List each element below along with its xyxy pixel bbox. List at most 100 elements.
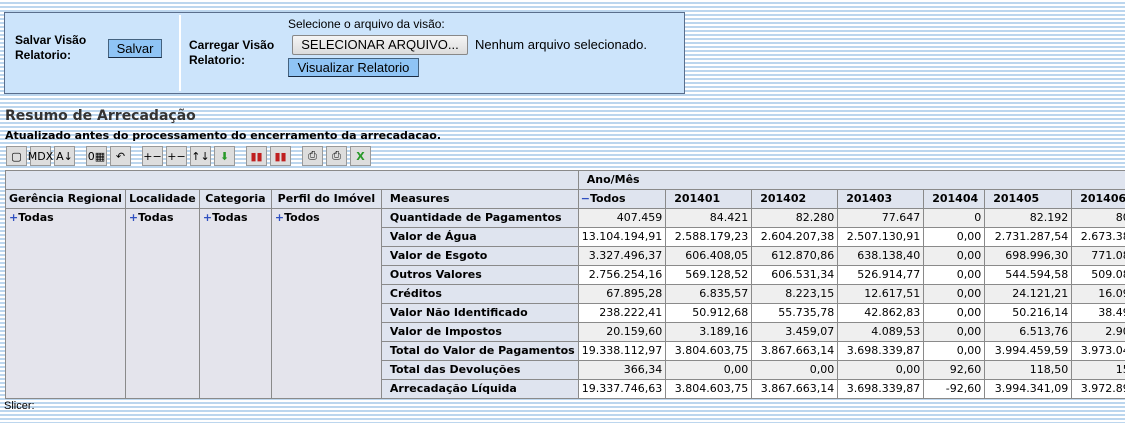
dimension-header[interactable]: Categoria	[198, 189, 272, 209]
dimension-member[interactable]: +Todos	[270, 208, 382, 399]
value-cell: 77.647	[837, 208, 925, 228]
value-cell: 544.594,58	[984, 265, 1073, 285]
value-cell: -92,60	[923, 379, 986, 399]
measures-header: Measures	[380, 189, 579, 209]
chart-icon[interactable]: ▮▮	[246, 146, 267, 166]
file-status: Nenhum arquivo selecionado.	[475, 37, 647, 52]
view-panel: Salvar Visão Relatorio: Salvar Carregar …	[4, 12, 685, 94]
value-cell: 606.408,05	[665, 246, 753, 266]
value-cell: 0,00	[923, 265, 986, 285]
value-cell: 3.867.663,14	[751, 379, 839, 399]
value-cell: 42.862,83	[837, 303, 925, 323]
value-cell: 771.082,76	[1071, 246, 1125, 266]
table-row: Valor de Água 13.104.194,91 2.588.179,23 2.…	[6, 227, 1125, 247]
value-cell: 2.673.389,85	[1071, 227, 1125, 247]
table-row: Arrecadação Líquida 19.337.746,63 3.804.60…	[6, 379, 1125, 399]
dimension-header[interactable]: Perfil do Imóvel	[270, 189, 382, 209]
value-cell: 3.994.341,09	[984, 379, 1073, 399]
value-cell: 238.222,41	[577, 303, 667, 323]
value-cell: 0,00	[837, 360, 925, 380]
dimension-member[interactable]: +Todas	[198, 208, 272, 399]
drillthrough-icon[interactable]: ⬇	[214, 146, 235, 166]
dimension-member[interactable]: +Todas	[5, 208, 126, 399]
expand-icon[interactable]: +−	[166, 146, 187, 166]
value-cell: 606.531,34	[751, 265, 839, 285]
value-cell: 6.513,76	[984, 322, 1073, 342]
column-label: 201406	[1080, 192, 1125, 205]
excel-icon[interactable]: X	[350, 146, 371, 166]
member-label: Todos	[284, 211, 320, 224]
hide-empty-icon[interactable]: 0▦	[86, 146, 107, 166]
value-cell: 3.698.339,87	[837, 379, 925, 399]
divider	[179, 15, 181, 91]
sort-az-icon[interactable]: A↓	[54, 146, 75, 166]
view-report-button[interactable]: Visualizar Relatorio	[288, 58, 419, 77]
value-cell: 698.996,30	[984, 246, 1073, 266]
column-axis-header: Ano/Mês	[577, 170, 1125, 190]
value-cell: 20.159,60	[577, 322, 667, 342]
value-cell: 155,24	[1071, 360, 1125, 380]
value-cell: 2.756.254,16	[577, 265, 667, 285]
expand-icon[interactable]: +	[128, 211, 139, 224]
value-cell: 16.097,84	[1071, 284, 1125, 304]
column-header[interactable]: 201404	[923, 189, 986, 209]
value-cell: 366,34	[577, 360, 667, 380]
column-header[interactable]: 201406	[1071, 189, 1125, 209]
value-cell: 0,00	[923, 284, 986, 304]
value-cell: 3.459,07	[751, 322, 839, 342]
value-cell: 2.588.179,23	[665, 227, 753, 247]
column-header[interactable]: −Todos	[577, 189, 667, 209]
table-row: +Todas +Todas +Todas +Todos Quantidade de Pa…	[5, 208, 1125, 399]
value-cell: 407.459	[577, 208, 667, 228]
expand-icon[interactable]: +	[202, 211, 213, 224]
expand-icon[interactable]: +	[9, 211, 19, 224]
swap-axes-icon[interactable]: ↶	[110, 146, 131, 166]
value-cell: 118,50	[984, 360, 1073, 380]
value-cell: 3.867.663,14	[751, 341, 839, 361]
value-cell: 2.604.207,38	[751, 227, 839, 247]
dimension-header[interactable]: Gerência Regional	[5, 189, 126, 209]
select-file-button[interactable]: SELECIONAR ARQUIVO...	[292, 35, 468, 55]
value-cell: 3.327.496,37	[577, 246, 667, 266]
table-row: Créditos 67.895,28 6.835,57 8.223,15 12.617,…	[6, 284, 1125, 304]
dimension-member[interactable]: +Todas	[124, 208, 200, 399]
value-cell: 509.084,95	[1071, 265, 1125, 285]
value-cell: 0,00	[665, 360, 753, 380]
value-cell: 0,00	[923, 341, 986, 361]
value-cell: 80.919	[1071, 208, 1125, 228]
measure-label: Total das Devoluções	[380, 360, 579, 380]
member-label: Todas	[212, 211, 248, 224]
column-label: 201401	[674, 192, 721, 205]
value-cell: 2.731.287,54	[984, 227, 1073, 247]
column-header[interactable]: 201401	[665, 189, 753, 209]
dimension-header[interactable]: Localidade	[124, 189, 200, 209]
value-cell: 612.870,86	[751, 246, 839, 266]
value-cell: 638.138,40	[837, 246, 925, 266]
column-label: 201403	[846, 192, 893, 205]
print-config-icon[interactable]: ⎙	[302, 146, 323, 166]
value-cell: 84.421	[665, 208, 753, 228]
value-cell: 67.895,28	[577, 284, 667, 304]
measure-label: Valor Não Identificado	[380, 303, 579, 323]
value-cell: 569.128,52	[665, 265, 753, 285]
expand-icon[interactable]: +	[274, 211, 285, 224]
value-cell: 3.698.339,87	[837, 341, 925, 361]
value-cell: 2.908,08	[1071, 322, 1125, 342]
column-header[interactable]: 201403	[837, 189, 925, 209]
drill-icon[interactable]: ↑↓	[190, 146, 211, 166]
column-header[interactable]: 201402	[751, 189, 839, 209]
value-cell: 0,00	[923, 322, 986, 342]
value-cell: 38.494,98	[1071, 303, 1125, 323]
chart-config-icon[interactable]: ▮▮	[270, 146, 291, 166]
collapse-icon[interactable]: −	[580, 192, 590, 205]
collapse-icon[interactable]: +−	[142, 146, 163, 166]
load-view-label: Carregar Visão Relatorio:	[189, 38, 275, 67]
measure-label: Arrecadação Líquida	[380, 379, 579, 399]
save-button[interactable]: Salvar	[108, 39, 162, 58]
mdx-icon[interactable]: MDX	[28, 146, 53, 166]
value-cell: 3.804.603,75	[665, 341, 753, 361]
print-icon[interactable]: ⎙	[326, 146, 347, 166]
column-header[interactable]: 201405	[984, 189, 1073, 209]
cube-icon[interactable]: ▢	[6, 146, 27, 166]
page-title: Resumo de Arrecadação	[5, 108, 196, 124]
